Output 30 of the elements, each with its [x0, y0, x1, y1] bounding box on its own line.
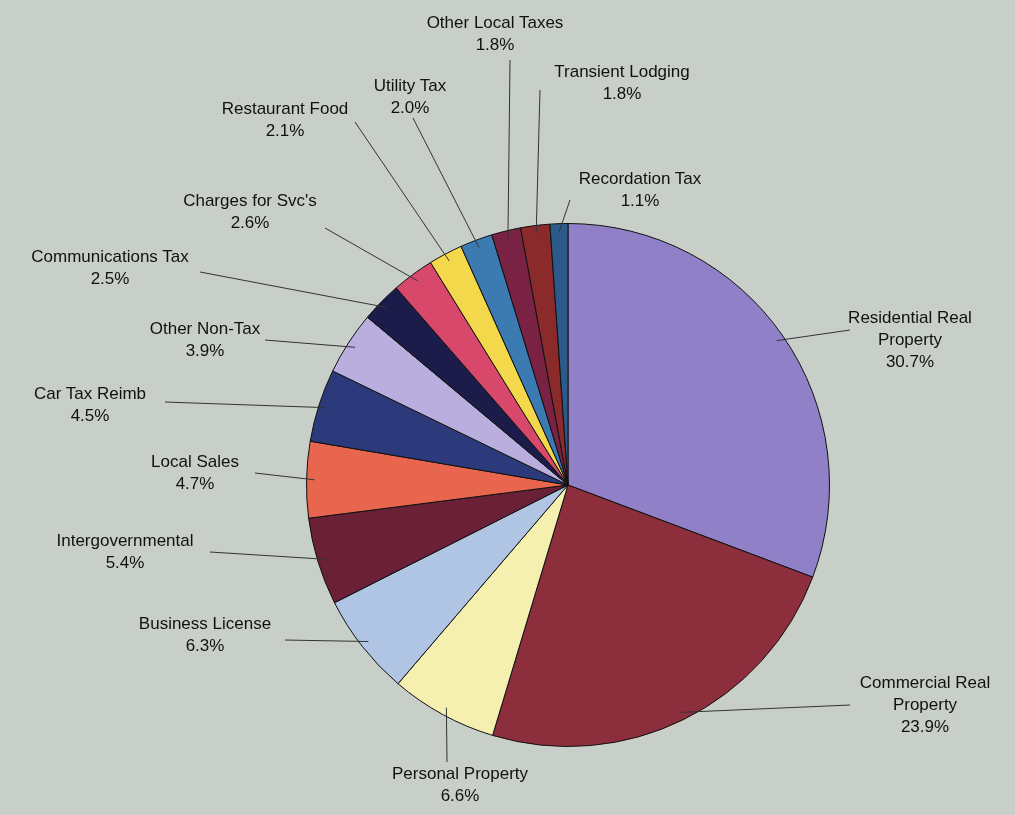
data-label: 4.7%	[175, 473, 215, 493]
slice-label: Personal Property	[391, 763, 529, 783]
data-label: 1.8%	[602, 83, 642, 103]
slice-label: Other Local Taxes	[426, 12, 564, 32]
slice-label: Restaurant Food	[221, 98, 349, 118]
data-label: 2.1%	[265, 120, 305, 140]
data-label: 6.6%	[440, 785, 480, 805]
data-label: 23.9%	[900, 716, 950, 736]
slice-label: Utility Tax	[373, 75, 447, 95]
data-label: 3.9%	[185, 340, 225, 360]
data-label: 1.8%	[475, 34, 515, 54]
data-label: 2.5%	[90, 268, 130, 288]
slice-label: Commercial Real Property	[859, 672, 991, 714]
data-label: 2.0%	[390, 97, 430, 117]
slice-label: Communications Tax	[31, 246, 190, 266]
slice-label: Charges for Svc's	[183, 190, 317, 210]
data-label: 30.7%	[885, 351, 935, 371]
data-label: 2.6%	[230, 212, 270, 232]
slice-label: Car Tax Reimb	[33, 383, 147, 403]
data-label: 5.4%	[105, 552, 145, 572]
slice-label: Residential Real Property	[848, 307, 972, 349]
data-label: 1.1%	[620, 190, 660, 210]
slice-label: Other Non-Tax	[149, 318, 261, 338]
slice-label: Recordation Tax	[578, 168, 702, 188]
data-label: 4.5%	[70, 405, 110, 425]
slice-label: Intergovernmental	[56, 530, 194, 550]
slice-label: Business License	[138, 613, 272, 633]
slice-label: Transient Lodging	[554, 61, 690, 81]
slice-label: Local Sales	[151, 451, 239, 471]
data-label: 6.3%	[185, 635, 225, 655]
